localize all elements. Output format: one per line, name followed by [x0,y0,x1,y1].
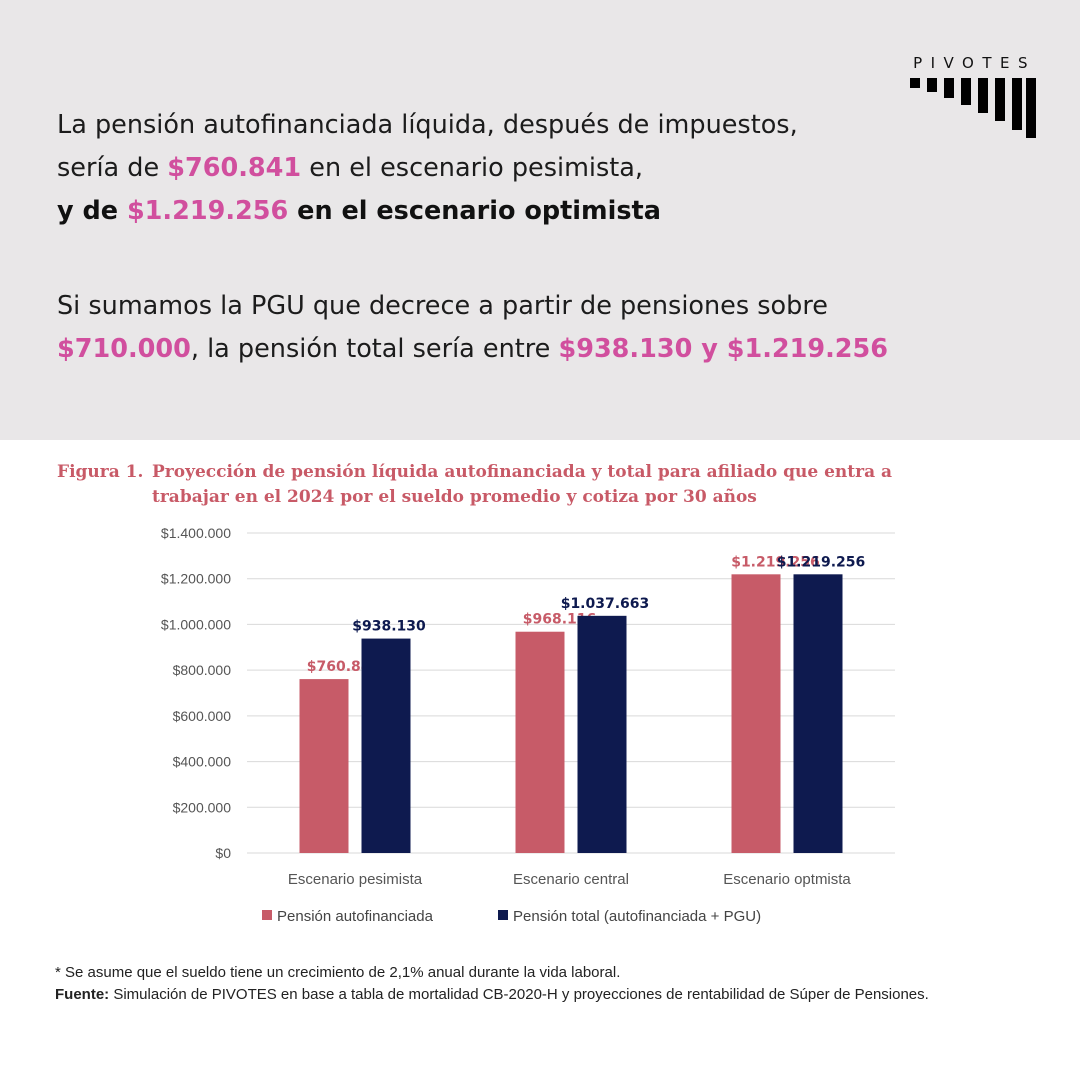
highlight-pessimist-value: $760.841 [167,153,302,183]
intro-line-3-c: en el escenario optimista [288,196,661,226]
intro-p2-line-2-b: , la pensión total sería entre [190,334,559,364]
data-label: $938.130 [352,619,426,635]
legend-swatch [498,910,508,920]
header-panel: PIVOTES La pensión autofinanciada líquid… [0,0,1080,440]
y-tick-label: $800.000 [173,662,232,678]
x-tick-label: Escenario pesimista [288,871,423,888]
y-tick-label: $0 [215,845,231,861]
figure-caption: Proyección de pensión líquida autofinanc… [152,462,893,507]
source-label: Fuente: [55,986,110,1003]
data-label: $1.219.256 [731,554,820,570]
x-tick-label: Escenario central [513,871,629,888]
intro-paragraph-2: Si sumamos la PGU que decrece a partir d… [57,285,888,371]
pension-bar-chart: $0 $200.000 $400.000 $600.000 $800.000 $1.000… [161,525,895,925]
y-tick-label: $200.000 [173,799,232,815]
bar [361,638,411,853]
intro-line-2-a: sería de [57,153,168,183]
y-tick-label: $1.200.000 [161,571,231,587]
bar [299,679,349,853]
highlight-total-range: $938.130 y $1.219.256 [558,334,889,364]
brand-logo: PIVOTES [910,54,1036,148]
intro-line-3-a: y de [57,196,127,226]
bar [793,574,843,853]
data-label: $1.219.256 [777,554,866,570]
y-tick-label: $400.000 [173,754,232,770]
legend-label: Pensión autofinanciada [277,908,434,925]
pivotes-bars-logo-icon [910,78,1036,148]
intro-line-1: La pensión autofinanciada líquida, despu… [57,110,798,140]
data-label: $1.037.663 [561,596,650,612]
highlight-pgu-threshold: $710.000 [57,334,191,364]
x-tick-label: Escenario optmista [723,871,851,888]
bar [577,615,627,853]
bar [731,574,781,853]
legend-swatch [262,910,272,920]
footnote-note: * Se asume que el sueldo tiene un crecim… [55,964,621,981]
y-tick-label: $1.000.000 [161,616,231,632]
footnote: * Se asume que el sueldo tiene un crecim… [55,962,1035,1006]
intro-paragraph-1: La pensión autofinanciada líquida, despu… [57,104,798,233]
intro-p2-line-1: Si sumamos la PGU que decrece a partir d… [57,291,828,321]
bar [515,631,565,853]
figure-label: Figura 1. [57,462,144,482]
figure-title: Figura 1. Proyección de pensión líquida a… [57,460,952,510]
legend-label: Pensión total (autofinanciada + PGU) [513,908,761,925]
source-text: Simulación de PIVOTES en base a tabla de… [109,986,929,1003]
y-tick-label: $1.400.000 [161,525,231,541]
brand-name: PIVOTES [913,54,1036,72]
intro-line-2-c: en el escenario pesimista, [301,153,644,183]
highlight-optimist-value: $1.219.256 [126,196,289,226]
y-tick-label: $600.000 [173,708,232,724]
